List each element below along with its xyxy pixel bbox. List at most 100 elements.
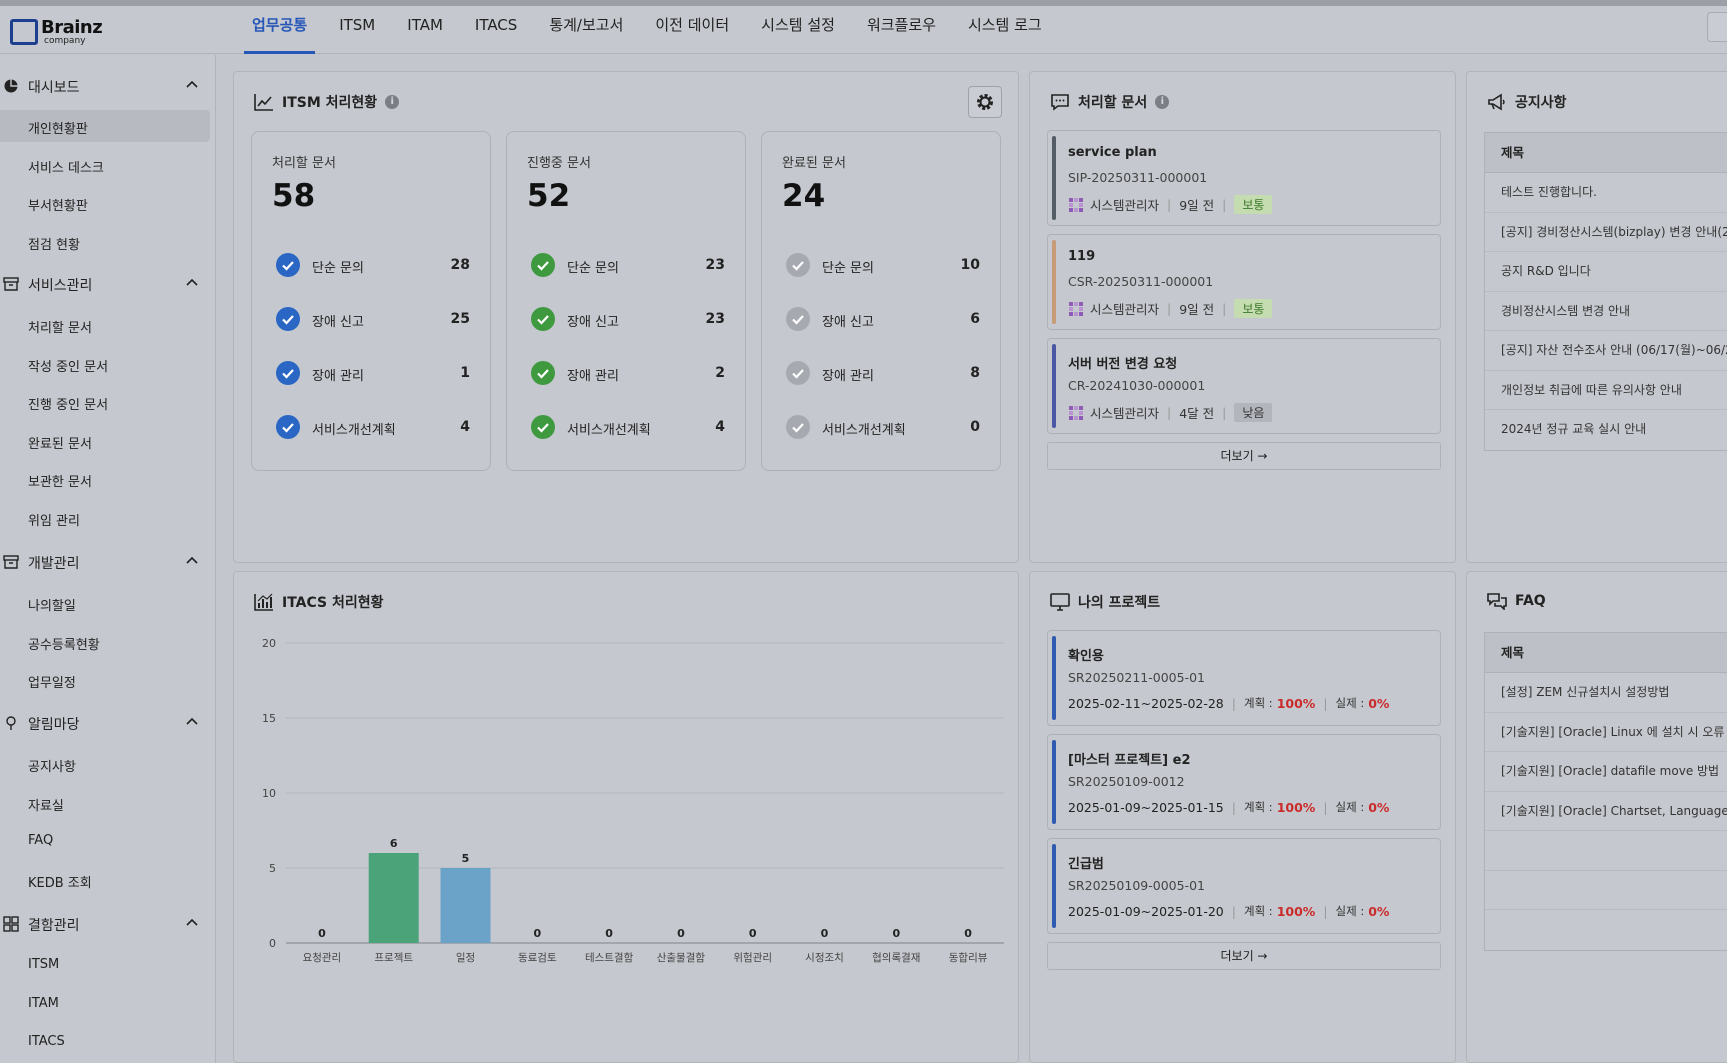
sidebar-item[interactable]: ITSM (0, 949, 210, 981)
sidebar-item-label: 작성 중인 문서 (28, 359, 109, 375)
priority-bar (1052, 344, 1056, 428)
chevron-up-icon[interactable] (185, 916, 199, 930)
todo-doc-item[interactable]: 서버 버전 변경 요청 CR-20241030-000001 시스템관리자 | 4달 전… (1047, 338, 1441, 434)
chevron-up-icon[interactable] (185, 554, 199, 568)
x-tick-label: 요청관리 (303, 952, 342, 964)
sidebar-item[interactable]: 보관한 문서 (0, 463, 210, 495)
todo-doc-item[interactable]: service plan SIP-20250311-000001 시스템관리자 | 9일… (1047, 130, 1441, 226)
top-strip (0, 0, 1727, 6)
sidebar-group-0[interactable]: 대시보드 (0, 68, 216, 104)
plan-value: 100% (1276, 695, 1316, 711)
sidebar-item[interactable]: 공수등록현황 (0, 626, 210, 658)
card-row[interactable]: 장애 신고 25 (276, 306, 470, 332)
table-row[interactable] (1485, 871, 1727, 910)
table-row[interactable] (1485, 831, 1727, 871)
card-row[interactable]: 장애 관리 1 (276, 360, 470, 386)
chevron-up-icon[interactable] (185, 715, 199, 729)
sidebar-item[interactable]: 서비스 데스크 (0, 149, 210, 181)
doc-title: 서버 버전 변경 요청 (1068, 357, 1178, 372)
card-row[interactable]: 단순 문의 23 (531, 252, 725, 278)
table-row[interactable]: [기술지원] [Oracle] Linux 에 설치 시 오류 해결 (1485, 713, 1727, 752)
card-row[interactable]: 서비스개선계획 4 (276, 414, 470, 440)
chevron-up-icon[interactable] (185, 78, 199, 92)
tab-6[interactable]: 시스템 설정 (761, 16, 835, 34)
project-item[interactable]: 긴급범 SR20250109-0005-01 2025-01-09~2025-01-… (1047, 838, 1441, 934)
itacs-title: ITACS 처리현황 (282, 595, 384, 611)
status-card[interactable]: 처리할 문서 58 단순 문의 28 장애 신고 25 장애 관리 1 서비스개선계획 4 (251, 131, 491, 471)
card-row[interactable]: 장애 신고 23 (531, 306, 725, 332)
sidebar-item[interactable]: 자료실 (0, 787, 210, 819)
card-row[interactable]: 단순 문의 28 (276, 252, 470, 278)
sidebar-item[interactable]: KEDB 조회 (0, 864, 210, 896)
brand-name: Brainz (41, 17, 103, 38)
sidebar-item[interactable]: 개인현황판 (0, 110, 210, 142)
table-row[interactable]: 경비정산시스템 변경 안내 (1485, 292, 1727, 331)
projects-more-button[interactable]: 더보기 → (1047, 942, 1441, 970)
chevron-up-icon[interactable] (185, 276, 199, 290)
todo-doc-item[interactable]: 119 CSR-20250311-000001 시스템관리자 | 9일 전 | 보통 (1047, 234, 1441, 330)
tab-3[interactable]: ITACS (474, 16, 518, 34)
tab-5[interactable]: 이전 데이터 (655, 16, 730, 34)
status-card[interactable]: 완료된 문서 24 단순 문의 10 장애 신고 6 장애 관리 8 서비스개선계획 0 (761, 131, 1001, 471)
table-row[interactable]: 공지 R&D 입니다 (1485, 252, 1727, 292)
sidebar-item[interactable]: 공지사항 (0, 748, 210, 780)
table-header: 제목 (1485, 133, 1727, 173)
plan-label: 계획 : (1243, 696, 1273, 710)
table-row[interactable]: [설정] ZEM 신규설치시 설정방법 (1485, 673, 1727, 713)
sidebar-item[interactable]: 위임 관리 (0, 502, 210, 534)
tab-7[interactable]: 워크플로우 (866, 16, 936, 34)
project-bar (1052, 844, 1056, 928)
card-row[interactable]: 장애 신고 6 (786, 306, 980, 332)
header-action-button[interactable] (1707, 12, 1727, 42)
bar-chart-icon (254, 593, 273, 611)
sidebar-item[interactable]: 점검 현황 (0, 226, 210, 258)
itsm-panel: ITSM 처리현황 i 처리할 문서 58 단순 문의 28 장애 신고 25 장애 관리 1… (233, 71, 1019, 563)
table-row[interactable]: 2024년 정규 교육 실시 안내 (1501, 422, 1647, 436)
sidebar-item[interactable]: 완료된 문서 (0, 425, 210, 457)
table-row[interactable]: [공지] 자산 전수조사 안내 (06/17(월)~06/28 (1485, 331, 1727, 371)
table-row[interactable]: 개인정보 취급에 따른 유의사항 안내 (1485, 371, 1727, 410)
tab-8[interactable]: 시스템 로그 (967, 16, 1042, 34)
tab-1[interactable]: ITSM (339, 16, 376, 34)
brand-logo[interactable]: Brainz company (10, 15, 103, 46)
sidebar-group-3[interactable]: 알림마당 (0, 705, 216, 741)
card-row[interactable]: 서비스개선계획 4 (531, 414, 725, 440)
sidebar-item[interactable]: FAQ (0, 825, 210, 857)
sidebar-group-2[interactable]: 개발관리 (0, 544, 216, 580)
table-row[interactable]: [공지] 경비정산시스템(bizplay) 변경 안내(24. (1485, 213, 1727, 252)
info-icon[interactable]: i (1155, 95, 1170, 109)
sidebar-item[interactable]: 나의할일 (0, 587, 210, 619)
card-row[interactable]: 서비스개선계획 0 (786, 414, 980, 440)
sidebar-item[interactable]: 처리할 문서 (0, 309, 210, 341)
card-row[interactable]: 장애 관리 8 (786, 360, 980, 386)
notice-title: 공지사항 (1515, 95, 1567, 111)
todo-more-button[interactable]: 더보기 → (1047, 442, 1441, 470)
tab-2[interactable]: ITAM (407, 16, 443, 34)
status-card[interactable]: 진행중 문서 52 단순 문의 23 장애 신고 23 장애 관리 2 서비스개선계획 4 (506, 131, 746, 471)
card-row[interactable]: 단순 문의 10 (786, 252, 980, 278)
sidebar-group-4[interactable]: 결함관리 (0, 906, 216, 942)
sidebar-group-1[interactable]: 서비스관리 (0, 266, 216, 302)
sidebar-item[interactable]: 진행 중인 문서 (0, 386, 210, 418)
card-row[interactable]: 장애 관리 2 (531, 360, 725, 386)
sidebar-item-label: 완료된 문서 (28, 436, 92, 452)
project-item[interactable]: [마스터 프로젝트] e2 SR20250109-0012 2025-01-09~2… (1047, 734, 1441, 830)
sidebar-item[interactable]: ITAM (0, 988, 210, 1020)
sidebar-item[interactable]: 부서현황판 (0, 187, 210, 219)
project-item[interactable]: 확인용 SR20250211-0005-01 2025-02-11~2025-02-… (1047, 630, 1441, 726)
priority-bar (1052, 240, 1056, 324)
table-row[interactable]: 테스트 진행합니다. (1485, 173, 1727, 213)
sidebar-item[interactable]: ITACS (0, 1026, 210, 1058)
table-row[interactable]: [기술지원] [Oracle] Chartset, Language 변 (1485, 792, 1727, 831)
table-row[interactable] (1485, 910, 1727, 950)
settings-button[interactable] (968, 86, 1002, 118)
user-avatar-icon (1068, 405, 1084, 421)
tab-4[interactable]: 통계/보고서 (549, 16, 624, 34)
row-label: 서비스개선계획 (567, 423, 651, 438)
sidebar-item-label: 개인현황판 (28, 122, 88, 137)
sidebar-item[interactable]: 작성 중인 문서 (0, 348, 210, 380)
tab-0[interactable]: 업무공통 (236, 6, 323, 54)
info-icon[interactable]: i (385, 95, 400, 109)
table-row[interactable]: [기술지원] [Oracle] datafile move 방법 (1485, 752, 1727, 792)
sidebar-item[interactable]: 업무일정 (0, 664, 210, 696)
